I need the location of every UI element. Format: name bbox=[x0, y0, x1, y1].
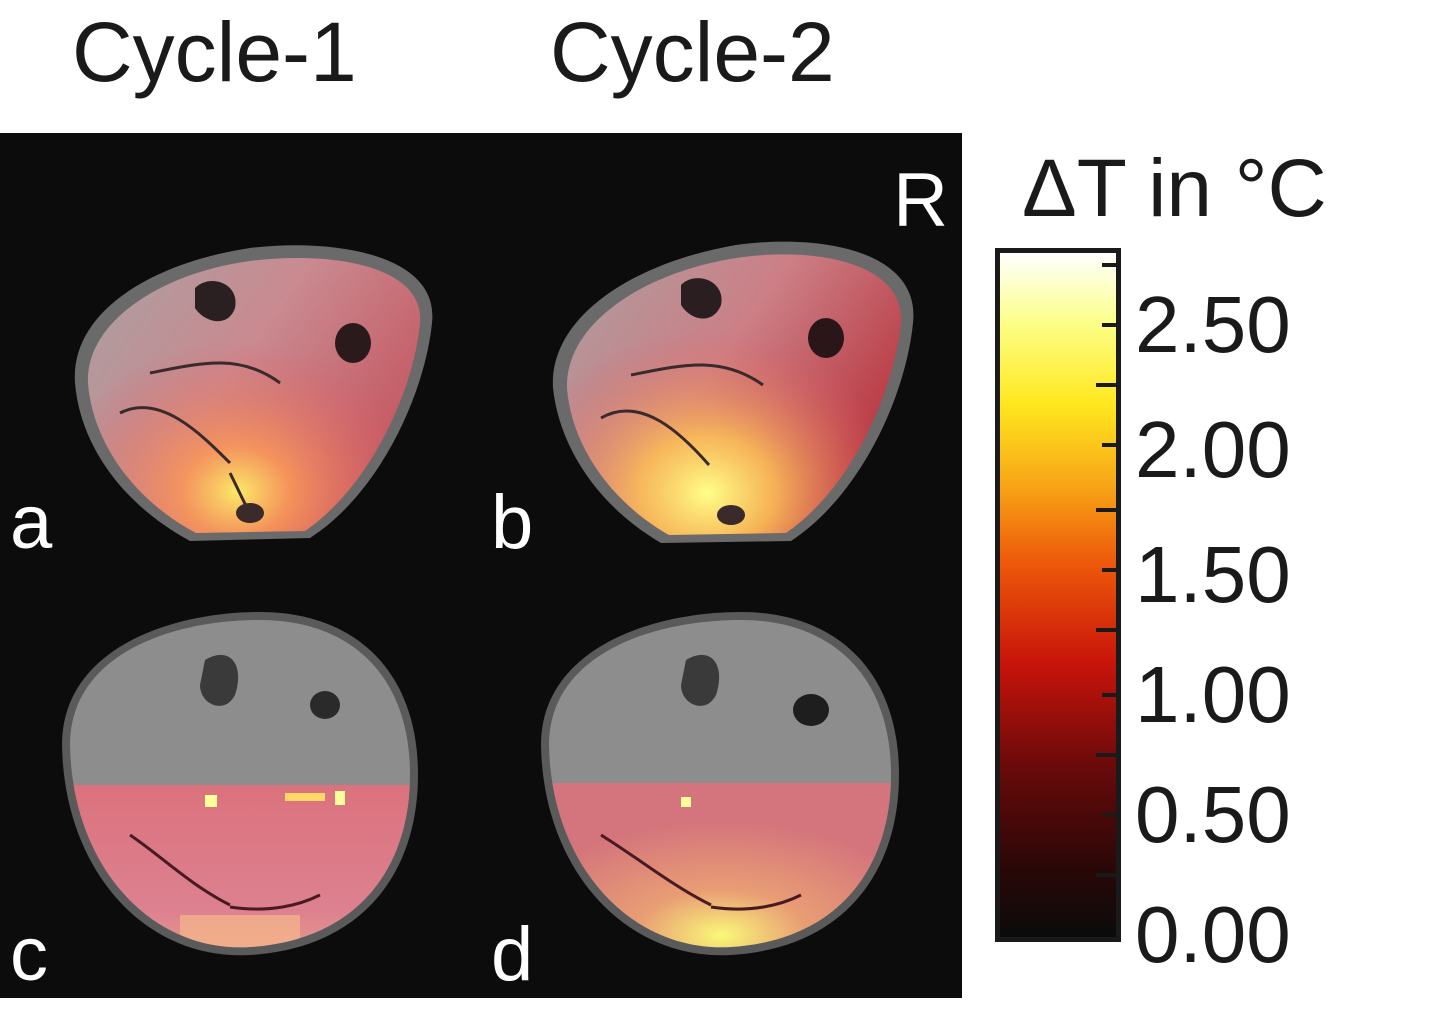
colorbar-title: ΔT in °C bbox=[1022, 143, 1327, 234]
panel-label-b: b bbox=[491, 480, 534, 565]
panel-b: b R bbox=[481, 133, 962, 565]
colorbar-tick bbox=[1096, 753, 1116, 757]
panel-d: d bbox=[481, 565, 962, 997]
colorbar-tick bbox=[1096, 873, 1116, 877]
colorbar-tick bbox=[1102, 323, 1116, 327]
colorbar-label: 0.50 bbox=[1135, 770, 1291, 859]
orientation-marker-r: R bbox=[893, 158, 948, 243]
colorbar-tick bbox=[1102, 813, 1116, 817]
colorbar-label: 0.00 bbox=[1135, 890, 1291, 979]
colorbar bbox=[995, 248, 1121, 942]
colorbar-label: 2.50 bbox=[1135, 280, 1291, 369]
image-grid: a b R bbox=[0, 133, 962, 998]
colorbar-tick bbox=[1102, 693, 1116, 697]
colorbar-label: 1.00 bbox=[1135, 650, 1291, 739]
colorbar-tick bbox=[1102, 263, 1116, 267]
thermal-overlay-d bbox=[541, 612, 899, 956]
panel-label-c: c bbox=[10, 912, 48, 997]
column-title-cycle-2: Cycle-2 bbox=[550, 5, 835, 99]
column-title-cycle-1: Cycle-1 bbox=[72, 5, 357, 99]
colorbar-label: 2.00 bbox=[1135, 405, 1291, 494]
colorbar-tick bbox=[1096, 383, 1116, 387]
colorbar-tick bbox=[1096, 628, 1116, 632]
colorbar-label: 1.50 bbox=[1135, 530, 1291, 619]
colorbar-tick bbox=[1102, 568, 1116, 572]
thermal-overlay-a bbox=[74, 245, 433, 541]
colorbar-tick bbox=[1096, 508, 1116, 512]
panel-label-d: d bbox=[491, 912, 534, 997]
panel-a: a bbox=[0, 133, 481, 565]
thermal-overlay-c bbox=[62, 612, 418, 956]
thermal-overlay-b bbox=[552, 241, 914, 543]
colorbar-tick bbox=[1102, 443, 1116, 447]
panel-c: c bbox=[0, 565, 481, 997]
panel-label-a: a bbox=[10, 480, 53, 565]
